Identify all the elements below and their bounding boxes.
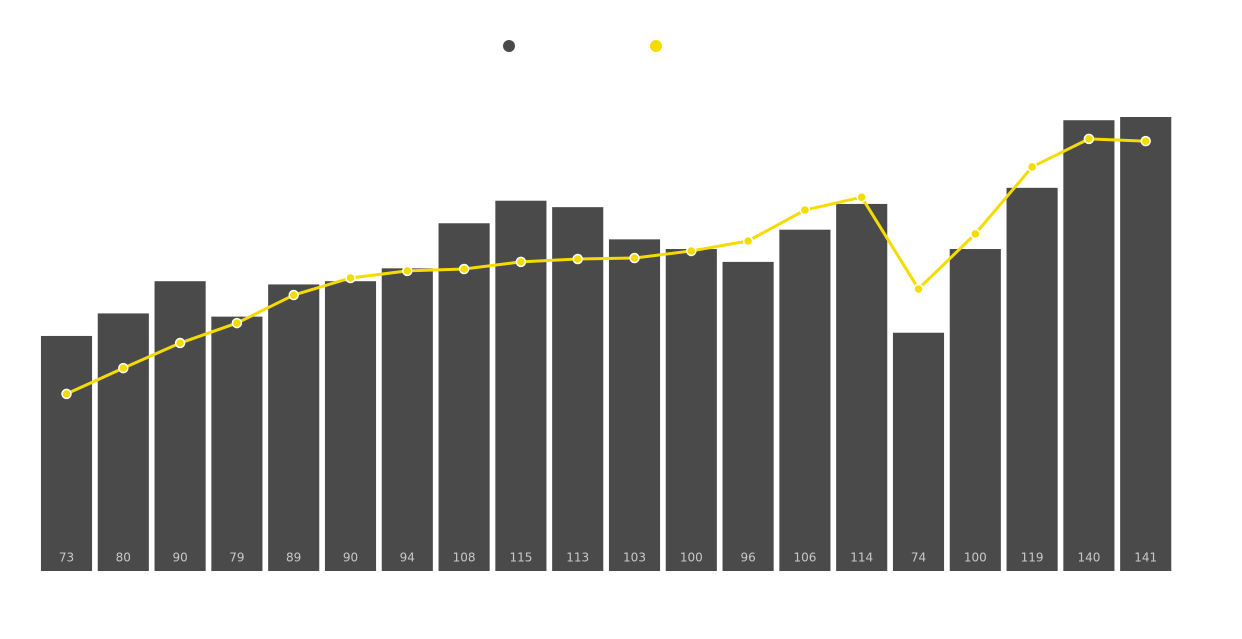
line-point xyxy=(572,253,583,265)
bar xyxy=(949,249,1001,571)
bar-value-label: 113 xyxy=(566,551,589,565)
line-point xyxy=(288,289,299,301)
bar xyxy=(438,223,490,572)
legend-marker xyxy=(503,40,515,52)
line xyxy=(65,137,1146,396)
line-point xyxy=(174,337,186,349)
line-point xyxy=(686,245,697,257)
bar xyxy=(892,332,945,571)
line-point xyxy=(1083,133,1095,145)
bar xyxy=(836,203,888,572)
bar-value-label: 79 xyxy=(229,551,244,565)
line-point xyxy=(629,252,640,264)
bar-value-label: 96 xyxy=(740,551,755,565)
bar xyxy=(97,313,149,571)
line-point xyxy=(1026,161,1038,173)
bar-value-label: 80 xyxy=(116,551,131,565)
bar-value-label: 114 xyxy=(850,551,873,565)
bar xyxy=(211,316,263,571)
bar xyxy=(608,239,661,571)
line-point xyxy=(515,256,527,268)
bar xyxy=(1063,120,1115,572)
bar-value-label: 90 xyxy=(172,551,187,565)
bar-value-label: 106 xyxy=(793,551,816,565)
bar xyxy=(154,281,206,571)
bar-value-label: 141 xyxy=(1134,551,1157,565)
bar-value-label: 119 xyxy=(1021,551,1044,565)
bar-value-label: 108 xyxy=(453,551,476,565)
line-point xyxy=(742,235,754,247)
bar xyxy=(1006,187,1058,571)
bar xyxy=(552,207,604,572)
line-point xyxy=(345,272,356,284)
line-point xyxy=(856,191,867,203)
bar xyxy=(324,281,377,571)
line-point xyxy=(799,204,811,216)
line-point xyxy=(970,228,981,240)
bar xyxy=(665,249,717,571)
bar-value-label: 89 xyxy=(286,551,301,565)
bar xyxy=(40,335,93,571)
bar-value-label: 100 xyxy=(964,551,987,565)
bar-value-label: 103 xyxy=(623,551,646,565)
bar-value-label: 115 xyxy=(509,551,532,565)
bar-value-label: 74 xyxy=(911,551,926,565)
line-point xyxy=(1140,135,1151,147)
line-point xyxy=(402,265,413,277)
bar-value-label: 90 xyxy=(343,551,358,565)
bar xyxy=(381,268,433,571)
bar xyxy=(268,284,320,571)
bar-value-label: 140 xyxy=(1077,551,1100,565)
bar-value-label: 73 xyxy=(59,551,74,565)
line-point xyxy=(913,283,924,295)
bar xyxy=(1120,117,1172,571)
line-point xyxy=(118,362,129,374)
legend-marker xyxy=(650,40,662,52)
line-point xyxy=(61,388,72,400)
bar xyxy=(722,261,774,571)
bar xyxy=(495,200,547,571)
bar-value-label: 94 xyxy=(400,551,415,565)
bar-value-label: 100 xyxy=(680,551,703,565)
line-point xyxy=(231,317,243,329)
bar xyxy=(779,229,831,571)
line-point xyxy=(458,263,470,275)
